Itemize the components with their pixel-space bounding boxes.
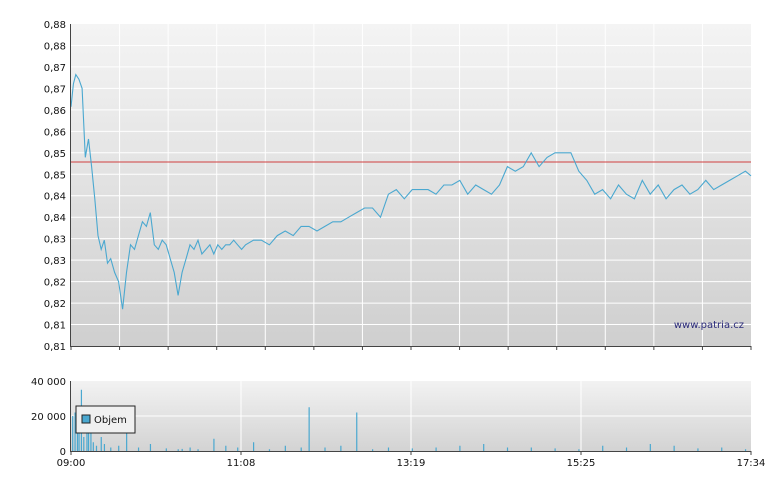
legend: Objem [75,405,136,434]
volume-y-tick-label: 20 000 [31,412,66,423]
volume-bar [483,444,485,451]
volume-bar [137,447,140,451]
volume-bar [165,448,167,451]
price-y-tick-label: 0,86 [44,106,66,117]
volume-bar [649,444,651,451]
volume-y-tick-label: 0 [60,447,66,458]
volume-bar [721,447,723,451]
price-y-tick-label: 0,84 [44,192,66,203]
volume-bar [625,447,628,451]
volume-bar [225,445,227,451]
volume-x-tick-label: 13:19 [397,458,426,469]
volume-x-tick-label: 15:25 [567,458,596,469]
volume-bar [554,448,556,451]
volume-bar [103,444,106,451]
price-grid [71,24,751,346]
price-y-tick-label: 0,87 [44,63,66,74]
volume-bar [78,424,80,451]
volume-bar [189,447,191,451]
price-y-tick-label: 0,86 [44,127,66,138]
volume-y-tick-label: 40 000 [31,377,66,388]
volume-bar [74,412,76,451]
volume-bar [237,447,239,451]
price-y-tick-label: 0,84 [44,213,66,224]
volume-bar [284,445,286,451]
volume-bar [90,419,92,451]
price-y-tick-label: 0,83 [44,256,66,267]
volume-bar [324,447,326,451]
volume-bar [411,448,413,451]
volume-bar [744,449,747,451]
volume-x-tick-label: 17:34 [737,458,766,469]
watermark[interactable]: www.patria.cz [674,320,744,331]
price-y-tick-label: 0,87 [44,84,66,95]
price-y-tick-label: 0,85 [44,170,66,181]
volume-bar [697,448,699,451]
volume-bar [100,437,102,451]
volume-bar [387,447,390,451]
volume-bar [372,449,374,451]
price-y-tick-label: 0,82 [44,299,66,310]
volume-grid [71,381,751,451]
volume-bar [300,447,302,451]
price-y-tick-label: 0,88 [44,20,66,31]
volume-bar [110,447,112,451]
volume-bar [181,448,183,451]
volume-bar [356,412,358,451]
volume-bar [177,449,179,451]
price-panel: 0,88 0,88 0,87 0,87 0,86 0,86 0,85 0,85 0,84 0,84… [44,20,752,353]
price-series-line [70,73,752,310]
volume-bar [118,445,120,451]
legend-box [75,405,136,434]
legend-swatch [81,414,91,424]
volume-x-tick-label: 11:08 [227,458,256,469]
volume-bar [213,438,215,451]
volume-bar [197,449,199,451]
volume-bar [95,445,98,451]
volume-bar [268,449,271,451]
volume-x-tick-labels: 09:00 11:08 13:19 15:25 17:34 [57,451,766,469]
price-y-tick-label: 0,81 [44,321,66,332]
volume-y-tick-labels: 40 000 20 000 0 [31,377,66,458]
price-y-tick-labels: 0,88 0,88 0,87 0,87 0,86 0,86 0,85 0,85 0,84 0,84… [44,20,66,353]
volume-bar [506,447,509,451]
volume-bar [673,445,675,451]
volume-bar [530,447,532,451]
volume-bar [578,449,580,451]
price-x-ticks [70,346,752,350]
price-y-tick-label: 0,81 [44,342,66,353]
volume-bar [86,430,88,451]
legend-label: Objem [94,415,127,426]
volume-x-tick-label: 09:00 [57,458,86,469]
price-y-tick-label: 0,82 [44,278,66,289]
volume-bar [435,447,437,451]
price-y-tick-label: 0,88 [44,41,66,52]
price-y-tick-label: 0,83 [44,235,66,246]
volume-bar [149,444,152,451]
volume-bar [340,445,342,451]
volume-bar [252,442,255,451]
volume-bar [83,437,85,451]
volume-bar [308,407,310,451]
volume-bar [76,433,79,451]
volume-bar [602,445,604,451]
volume-bar [92,442,94,451]
volume-bar [72,416,74,451]
price-y-tick-label: 0,85 [44,149,66,160]
volume-bar [459,445,461,451]
